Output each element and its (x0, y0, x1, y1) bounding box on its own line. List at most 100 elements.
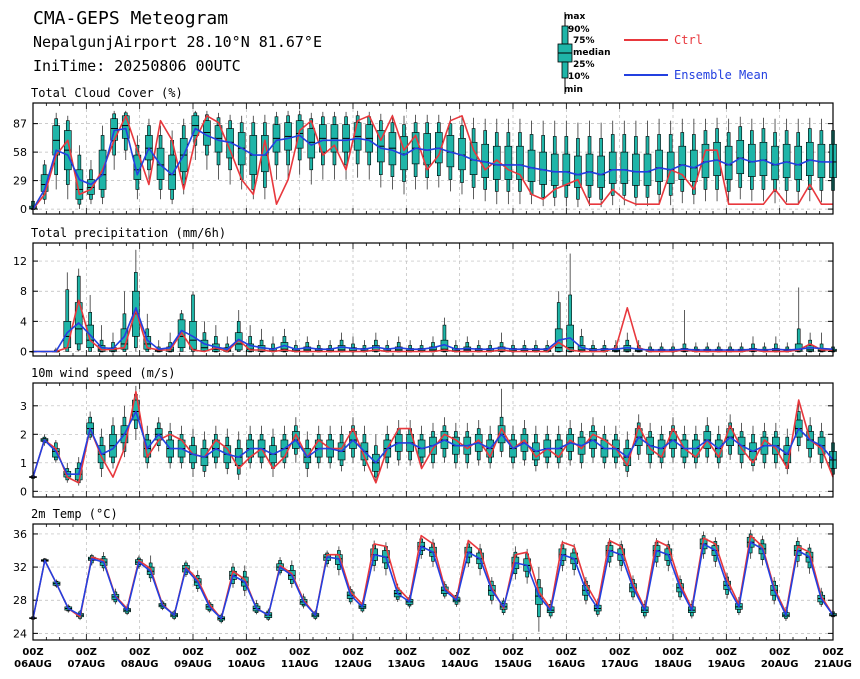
box-upper-tail (419, 345, 424, 349)
box-plot (497, 388, 506, 458)
box-lower-tail (259, 351, 264, 353)
box-upper-tail (568, 428, 572, 435)
box-lower-tail (181, 171, 186, 185)
box-lower-tail (587, 185, 592, 198)
box-lower-tail (367, 151, 372, 166)
box-upper-tail (518, 132, 522, 147)
box-plot (520, 340, 529, 353)
box-lower-tail (122, 348, 127, 352)
box-lower-tail (490, 594, 494, 601)
box-lower-tail (202, 465, 207, 472)
box-plot (806, 332, 814, 353)
panel-precip: Total precipitation (mm/6h) 0 4 8 12 (13, 226, 837, 358)
box-plot (440, 317, 449, 353)
legend-lines (624, 39, 668, 76)
box-lower-tail (705, 448, 710, 458)
box-upper-tail (193, 112, 198, 117)
box-plot (597, 122, 605, 208)
box-plot (295, 110, 304, 175)
box-plot (383, 340, 392, 353)
box-lower-tail (548, 612, 553, 617)
box-lower-tail (395, 596, 400, 600)
x-tick-date: 07AUG (67, 659, 105, 670)
box-lower-tail (556, 351, 561, 353)
box-upper-tail (111, 425, 115, 435)
box-plot (532, 425, 540, 472)
box-upper-tail (541, 135, 545, 153)
box-lower-tail (478, 563, 482, 570)
box-upper-tail (488, 345, 492, 349)
box-lower-tail (407, 604, 412, 607)
box-plot (349, 336, 357, 353)
box-lower-tail (715, 175, 719, 190)
box-lower-tail (595, 610, 600, 615)
box-lower-tail (207, 609, 212, 612)
box-upper-tail (739, 346, 744, 350)
box-upper-tail (134, 272, 138, 292)
box-lower-tail (808, 175, 812, 190)
box-upper-tail (488, 433, 492, 441)
y-tick-label: 2 (20, 428, 27, 441)
box-upper-tail (715, 128, 719, 143)
box-plot (372, 332, 380, 353)
box-plot (690, 118, 698, 205)
box-upper-tail (682, 343, 687, 349)
box-lower-tail (772, 594, 776, 601)
box-lower-tail (499, 442, 504, 452)
box-lower-tail (726, 179, 731, 192)
box-upper-tail (476, 428, 481, 435)
box-upper-tail (374, 339, 378, 346)
box-body (527, 149, 536, 182)
box-plot (539, 120, 547, 207)
box-lower-tail (819, 177, 824, 191)
init-time: IniTime: 20250806 00UTC (33, 57, 241, 75)
box-lower-tail (316, 456, 321, 464)
box-upper-tail (511, 433, 515, 441)
box-upper-tail (413, 122, 418, 133)
box-lower-tail (614, 456, 618, 464)
box-lower-tail (591, 448, 595, 458)
box-lower-tail (716, 456, 721, 464)
x-tick-date: 11AUG (281, 659, 319, 670)
box-plot (632, 120, 640, 207)
box-plot (527, 120, 536, 205)
box-upper-tail (522, 345, 527, 349)
box-upper-tail (251, 122, 256, 136)
box-lower-tail (236, 349, 241, 352)
box-lower-tail (642, 612, 647, 617)
box-upper-tail (657, 134, 661, 151)
box-upper-tail (511, 345, 515, 349)
box-upper-tail (259, 339, 264, 346)
box-plot (406, 340, 414, 353)
box-upper-tail (762, 346, 767, 350)
box-upper-tail (494, 132, 499, 147)
box-upper-tail (761, 128, 766, 143)
x-tick-date: 21AUG (814, 659, 852, 670)
box-upper-tail (668, 134, 673, 153)
box-lower-tail (360, 608, 365, 612)
box-lower-tail (205, 144, 209, 156)
box-lower-tail (713, 555, 718, 562)
box-upper-tail (236, 439, 241, 449)
box-lower-tail (522, 451, 527, 461)
box-plot (411, 114, 420, 190)
box-lower-tail (534, 459, 538, 466)
box-lower-tail (297, 147, 302, 161)
box-upper-tail (77, 154, 82, 171)
box-plot (509, 340, 517, 353)
box-plot (87, 159, 95, 205)
box-lower-tail (355, 149, 360, 165)
box-lower-tail (54, 456, 58, 461)
box-upper-tail (408, 345, 412, 349)
box-lower-tail (179, 456, 184, 464)
box-body (643, 153, 652, 186)
box-lower-tail (385, 456, 390, 464)
box-upper-tail (774, 343, 778, 349)
box-lower-tail (657, 181, 661, 195)
box-upper-tail (680, 132, 685, 147)
box-upper-tail (622, 134, 627, 153)
box-lower-tail (374, 351, 378, 353)
box-upper-tail (248, 433, 252, 441)
box-upper-tail (556, 433, 561, 441)
legend: max 90% 75% median 25% 10% min Ctrl Ense… (540, 8, 800, 98)
